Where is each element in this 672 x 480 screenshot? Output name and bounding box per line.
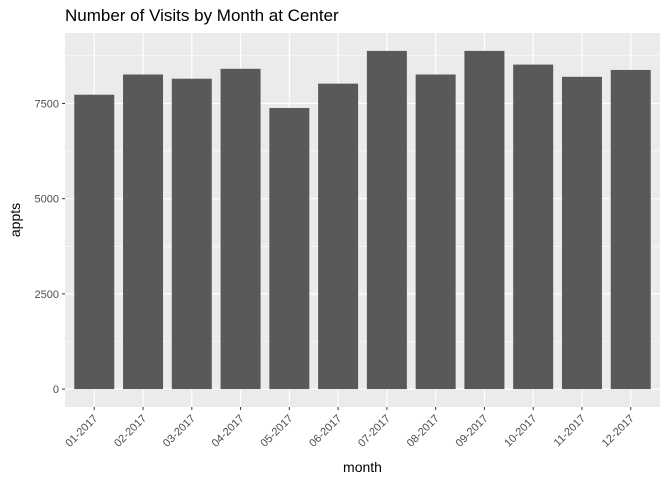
x-axis-title: month — [343, 459, 382, 475]
bar — [366, 50, 407, 390]
chart-title: Number of Visits by Month at Center — [65, 6, 339, 25]
x-tick-label: 06-2017 — [307, 413, 344, 450]
minor-gridlines — [65, 55, 660, 342]
y-tick-label: 5000 — [35, 194, 59, 206]
bar — [318, 83, 359, 390]
bar — [171, 78, 212, 390]
y-tick-label: 0 — [53, 384, 59, 396]
bar — [123, 74, 164, 390]
x-tick-label: 07-2017 — [356, 413, 393, 450]
y-axis-title: appts — [7, 203, 23, 237]
x-tick-label: 04-2017 — [210, 413, 247, 450]
plot-panel — [65, 33, 660, 407]
bar — [220, 68, 261, 390]
bar — [561, 76, 602, 390]
x-axis: 01-2017 02-2017 03-2017 04-2017 05-2017 06-20… — [63, 407, 637, 450]
x-tick-label: 01-2017 — [63, 413, 100, 450]
bar — [415, 74, 456, 390]
x-tick-label: 02-2017 — [112, 413, 149, 450]
x-tick-label: 12-2017 — [600, 413, 637, 450]
bar — [610, 69, 651, 390]
bar — [74, 94, 115, 390]
bars — [74, 50, 651, 390]
x-tick-label: 05-2017 — [258, 413, 295, 450]
bar — [464, 50, 505, 390]
x-tick-label: 09-2017 — [454, 413, 491, 450]
y-axis: 0 2500 5000 7500 — [35, 98, 65, 396]
y-tick-label: 7500 — [35, 98, 59, 110]
bar — [513, 64, 554, 390]
x-tick-label: 11-2017 — [552, 413, 588, 449]
x-tick-label: 03-2017 — [161, 413, 198, 450]
x-tick-label: 10-2017 — [502, 413, 539, 450]
x-tick-label: 08-2017 — [405, 413, 442, 450]
bar — [269, 108, 310, 390]
y-tick-label: 2500 — [35, 289, 59, 301]
